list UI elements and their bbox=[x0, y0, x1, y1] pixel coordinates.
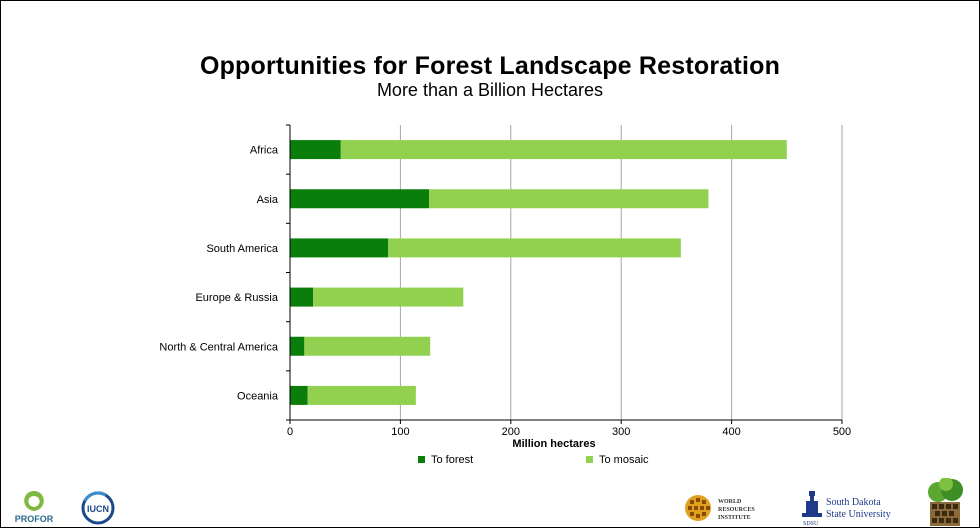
sdsu-logo-text-2: State University bbox=[826, 509, 891, 520]
wri-logo-text-2: RESOURCES bbox=[718, 507, 755, 513]
bar-asia-to-forest bbox=[290, 189, 430, 209]
bar-south-america-to-mosaic bbox=[388, 238, 681, 258]
bar-oceania-to-forest bbox=[290, 385, 308, 405]
bar-north-central-america-to-mosaic bbox=[304, 336, 431, 356]
x-tick-label: 200 bbox=[502, 426, 520, 438]
legend-label-to-forest: To forest bbox=[431, 454, 473, 466]
sdsu-logo: SDSU South Dakota State University bbox=[802, 491, 891, 527]
category-label: Asia bbox=[257, 194, 279, 206]
profor-logo: PROFOR bbox=[15, 491, 54, 524]
legend-label-to-mosaic: To mosaic bbox=[599, 454, 649, 466]
bar-africa-to-forest bbox=[290, 140, 341, 160]
category-label: Africa bbox=[250, 145, 279, 157]
bar-africa-to-mosaic bbox=[340, 140, 787, 160]
sdsu-logo-abbrev: SDSU bbox=[803, 521, 819, 527]
bar-north-central-america-to-forest bbox=[290, 336, 305, 356]
x-tick-label: 400 bbox=[722, 426, 740, 438]
tree-logo bbox=[928, 478, 963, 526]
category-label: Europe & Russia bbox=[195, 292, 278, 304]
x-tick-label: 100 bbox=[391, 426, 409, 438]
chart-subtitle: More than a Billion Hectares bbox=[376, 80, 604, 100]
sdsu-logo-text-1: South Dakota bbox=[826, 497, 881, 508]
category-label: North & Central America bbox=[159, 341, 278, 353]
bar-europe-russia-to-mosaic bbox=[313, 287, 464, 307]
bar-oceania-to-mosaic bbox=[307, 385, 416, 405]
wri-logo-text-3: INSTITUTE bbox=[718, 515, 751, 521]
category-label: South America bbox=[206, 243, 278, 255]
x-tick-label: 300 bbox=[612, 426, 630, 438]
x-tick-label: 500 bbox=[833, 426, 851, 438]
wri-logo-text-1: WORLD bbox=[718, 499, 742, 505]
iucn-logo-text: IUCN bbox=[87, 504, 109, 514]
bar-asia-to-mosaic bbox=[429, 189, 709, 209]
x-tick-label: 0 bbox=[287, 426, 293, 438]
chart-title: Opportunities for Forest Landscape Resto… bbox=[199, 52, 781, 80]
legend-swatch-to-mosaic bbox=[586, 456, 593, 463]
bar-europe-russia-to-forest bbox=[290, 287, 314, 307]
legend-swatch-to-forest bbox=[418, 456, 425, 463]
wri-logo: WORLD RESOURCES INSTITUTE bbox=[685, 495, 755, 521]
category-label: Oceania bbox=[237, 390, 279, 402]
bar-south-america-to-forest bbox=[290, 238, 389, 258]
profor-logo-text: PROFOR bbox=[15, 514, 54, 524]
x-axis-title: Million hectares bbox=[512, 438, 595, 450]
iucn-logo: IUCN bbox=[81, 491, 115, 525]
